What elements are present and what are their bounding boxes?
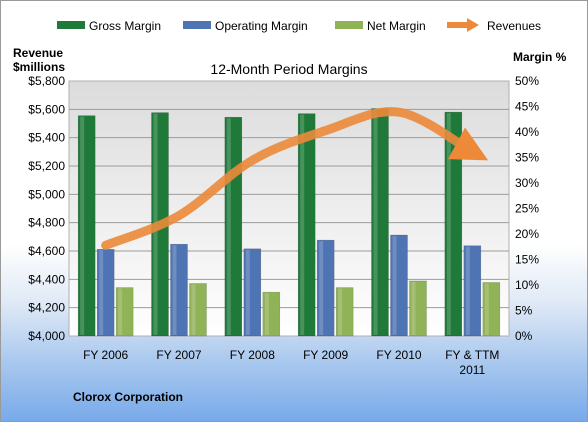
left-axis-title-line2: $millions	[13, 60, 65, 74]
legend: Gross Margin Operating Margin Net Margin…	[57, 18, 541, 33]
chart-title: 12-Month Period Margins	[210, 61, 367, 77]
category-label: FY 2009	[303, 348, 348, 362]
left-tick-label: $5,600	[28, 102, 65, 116]
category-label: 2011	[459, 363, 485, 377]
bar-net-margin	[262, 291, 281, 337]
right-tick-label: 5%	[515, 304, 533, 318]
bar-highlight	[465, 246, 470, 335]
revenues-line-path	[101, 107, 489, 250]
bar-highlight	[191, 284, 196, 335]
bar-highlight	[446, 113, 451, 335]
legend-item-revenues[interactable]: Revenues	[447, 18, 541, 33]
legend-label-operating-margin: Operating Margin	[215, 19, 308, 33]
right-tick-label: 45%	[515, 100, 539, 114]
right-tick-label: 0%	[515, 329, 533, 343]
left-axis-ticks: $4,000 $4,200 $4,400 $4,600 $4,800 $5,000 $5,2…	[28, 74, 65, 343]
right-tick-label: 15%	[515, 253, 539, 267]
right-tick-label: 35%	[515, 151, 539, 165]
bar-highlight	[373, 109, 378, 335]
left-tick-label: $4,600	[28, 244, 65, 258]
category-label: FY & TTM	[445, 348, 499, 362]
left-tick-label: $4,000	[28, 329, 65, 343]
gridlines	[69, 108, 509, 309]
bar-operating-margin	[243, 248, 262, 337]
bar-highlight	[300, 114, 305, 335]
right-tick-label: 40%	[515, 125, 539, 139]
right-axis-title: Margin %	[513, 50, 567, 64]
legend-label-revenues: Revenues	[487, 19, 541, 33]
bars	[77, 108, 501, 337]
left-axis-title-line1: Revenue	[13, 46, 63, 60]
bar-gross-margin	[444, 111, 463, 337]
right-tick-label: 25%	[515, 202, 539, 216]
revenues-line	[101, 107, 489, 250]
bar-operating-margin	[463, 245, 482, 337]
right-tick-label: 30%	[515, 176, 539, 190]
left-tick-label: $4,400	[28, 272, 65, 286]
legend-swatch-gross-margin	[57, 21, 85, 29]
legend-arrow-icon	[467, 18, 479, 32]
right-tick-label: 10%	[515, 278, 539, 292]
bar-net-margin	[482, 282, 501, 337]
bar-highlight	[118, 288, 123, 335]
bar-highlight	[264, 293, 269, 335]
bar-highlight	[338, 288, 343, 335]
bar-operating-margin	[390, 234, 408, 337]
bar-gross-margin	[297, 113, 316, 337]
category-label: FY 2010	[376, 348, 421, 362]
legend-item-gross-margin[interactable]: Gross Margin	[57, 19, 161, 33]
bar-highlight	[411, 281, 416, 335]
plot-area	[68, 80, 510, 337]
bar-highlight	[245, 249, 250, 335]
bar-net-margin	[409, 280, 427, 337]
left-tick-label: $5,000	[28, 187, 65, 201]
bar-gross-margin	[77, 115, 96, 337]
legend-label-net-margin: Net Margin	[367, 19, 426, 33]
bar-highlight	[226, 118, 231, 336]
bar-highlight	[392, 236, 397, 335]
bar-highlight	[80, 116, 85, 336]
bar-highlight	[172, 245, 177, 335]
category-label: FY 2008	[230, 348, 275, 362]
bar-net-margin	[189, 283, 207, 337]
right-tick-label: 20%	[515, 227, 539, 241]
left-tick-label: $5,200	[28, 159, 65, 173]
left-tick-label: $4,200	[28, 301, 65, 315]
legend-swatch-net-margin	[335, 21, 363, 29]
legend-item-net-margin[interactable]: Net Margin	[335, 19, 426, 33]
bar-net-margin	[115, 287, 134, 337]
category-label: FY 2006	[83, 348, 128, 362]
company-name: Clorox Corporation	[73, 390, 183, 404]
left-tick-label: $5,800	[28, 74, 65, 88]
bar-highlight	[319, 241, 324, 335]
right-axis-ticks: 0% 5% 10% 15% 20% 25% 30% 35% 40% 45% 50%	[515, 74, 539, 343]
bar-net-margin	[335, 287, 354, 337]
left-tick-label: $4,800	[28, 216, 65, 230]
right-tick-label: 50%	[515, 74, 539, 88]
bar-highlight	[484, 283, 489, 335]
left-tick-label: $5,400	[28, 131, 65, 145]
legend-swatch-operating-margin	[183, 21, 211, 29]
category-labels: FY 2006 FY 2007 FY 2008 FY 2009 FY 2010 FY & …	[83, 348, 499, 377]
legend-label-gross-margin: Gross Margin	[89, 19, 161, 33]
category-label: FY 2007	[156, 348, 201, 362]
legend-item-operating-margin[interactable]: Operating Margin	[183, 19, 308, 33]
bar-operating-margin	[316, 239, 335, 337]
bar-highlight	[99, 250, 104, 335]
bar-operating-margin	[170, 243, 188, 337]
